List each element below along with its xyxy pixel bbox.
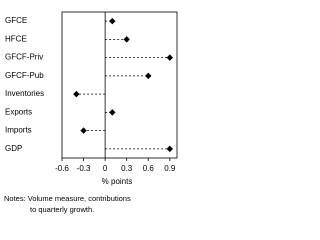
y-tick-label: GFCE (5, 16, 27, 25)
x-tick-label: -0.3 (77, 164, 91, 173)
dot (166, 145, 174, 153)
note: Notes: Volume measure, contributions (4, 194, 131, 203)
dot (109, 109, 116, 116)
x-axis-label: % points (102, 177, 133, 186)
dot (123, 36, 130, 43)
x-tick-label: 0 (103, 164, 108, 173)
y-tick-label: GFCF-Priv (5, 53, 43, 62)
dot (166, 54, 174, 61)
x-tick-label: 0.6 (143, 164, 155, 173)
dot (73, 90, 80, 98)
chart: % points Notes: Volume measure, contribu… (4, 11, 178, 214)
y-tick-label: Exports (5, 107, 32, 116)
y-tick-label: GFCF-Pub (5, 71, 44, 80)
y-tick-label: Imports (5, 126, 32, 135)
note: to quarterly growth. (30, 205, 94, 214)
x-tick-label: 0.3 (121, 164, 133, 173)
x-tick-label: -0.6 (55, 164, 69, 173)
plot-frame (61, 11, 178, 159)
dot (80, 127, 87, 134)
dot (145, 72, 152, 80)
y-tick-label: HFCE (5, 34, 27, 43)
x-tick-label: 0.9 (164, 164, 176, 173)
y-tick-label: Inventories (5, 89, 44, 98)
dot (109, 17, 116, 25)
y-tick-label: GDP (5, 144, 22, 153)
